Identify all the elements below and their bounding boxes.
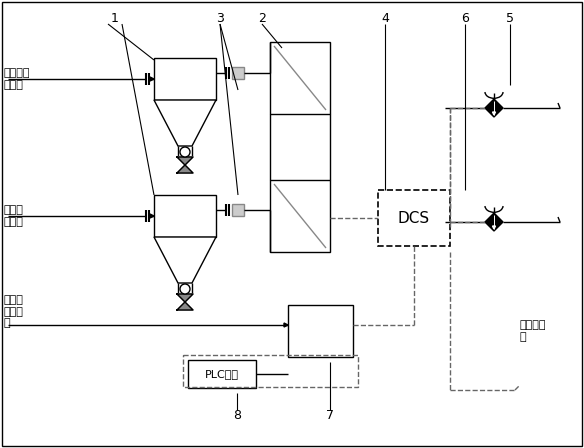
- Text: 7: 7: [326, 409, 334, 422]
- Text: 4: 4: [381, 12, 389, 25]
- Bar: [288, 305, 353, 357]
- Polygon shape: [485, 99, 503, 108]
- Polygon shape: [284, 323, 288, 327]
- Text: PLC取样: PLC取样: [205, 369, 239, 379]
- Text: 2: 2: [258, 12, 266, 25]
- Polygon shape: [177, 157, 193, 165]
- Bar: [270, 180, 330, 252]
- Bar: [232, 204, 244, 216]
- Text: 1: 1: [111, 12, 119, 25]
- Polygon shape: [485, 108, 503, 117]
- Polygon shape: [154, 237, 216, 283]
- Text: 5: 5: [506, 12, 514, 25]
- Polygon shape: [183, 155, 186, 158]
- Text: 6: 6: [461, 12, 469, 25]
- Text: 调节盐比
例: 调节盐比 例: [520, 320, 547, 341]
- Polygon shape: [492, 226, 495, 229]
- Polygon shape: [485, 222, 503, 231]
- Polygon shape: [177, 294, 193, 302]
- Polygon shape: [177, 302, 193, 310]
- Polygon shape: [150, 214, 154, 218]
- Polygon shape: [150, 77, 154, 81]
- Polygon shape: [492, 112, 495, 115]
- Bar: [154, 58, 216, 100]
- Text: 氢氧化钠
取样管: 氢氧化钠 取样管: [4, 68, 30, 90]
- Bar: [188, 360, 256, 388]
- Text: DCS: DCS: [398, 211, 430, 225]
- Polygon shape: [154, 100, 216, 146]
- Text: 3: 3: [216, 12, 224, 25]
- Circle shape: [180, 147, 190, 157]
- Bar: [270, 42, 330, 114]
- Polygon shape: [183, 292, 186, 295]
- Bar: [183, 355, 358, 387]
- Bar: [378, 190, 450, 246]
- Text: 碳酸钠
取样管: 碳酸钠 取样管: [4, 205, 24, 227]
- Bar: [154, 195, 216, 237]
- Text: 8: 8: [233, 409, 241, 422]
- Polygon shape: [177, 165, 193, 173]
- Circle shape: [180, 284, 190, 294]
- Text: 一次盐
水取样
管: 一次盐 水取样 管: [4, 295, 24, 328]
- Polygon shape: [485, 213, 503, 222]
- Bar: [232, 67, 244, 79]
